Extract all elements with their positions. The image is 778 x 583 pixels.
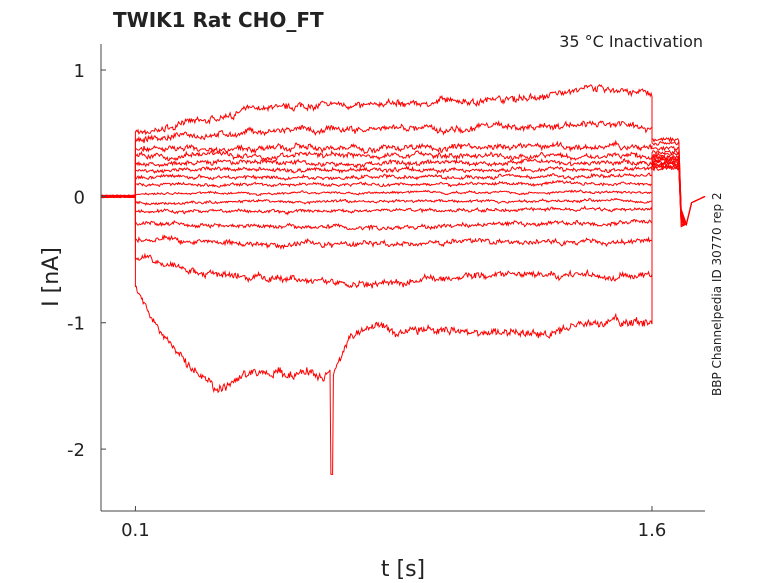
y-tick-label: -2 <box>67 440 85 461</box>
chart-subtitle: 35 °C Inactivation <box>559 32 703 51</box>
series-line-trace-13 <box>100 163 706 250</box>
series-line-trace-6 <box>100 154 706 226</box>
side-label: BBP Channelpedia ID 30770 rep 2 <box>710 192 724 396</box>
series-line-trace-3 <box>100 139 706 226</box>
series-line-trace-15 <box>100 165 706 475</box>
series-line-trace-14 <box>100 164 706 289</box>
series-line-trace-7 <box>100 155 706 226</box>
chart-title: TWIK1 Rat CHO_FT <box>113 8 324 32</box>
series-line-trace-1 <box>100 83 706 226</box>
y-axis-label: I [nA] <box>39 247 64 307</box>
y-tick-label: 1 <box>74 61 85 82</box>
series-line-trace-4 <box>100 149 706 226</box>
y-tick-label: 0 <box>74 187 85 208</box>
x-tick-label: 0.1 <box>121 520 150 541</box>
series-line-trace-10 <box>100 159 706 226</box>
x-axis-label: t [s] <box>381 557 425 582</box>
series-line-trace-9 <box>100 158 706 226</box>
series-line-trace-12 <box>100 161 706 232</box>
series-line-trace-11 <box>100 160 706 225</box>
series-line-trace-8 <box>100 157 706 226</box>
series-line-trace-5 <box>100 151 706 226</box>
x-tick-label: 1.6 <box>638 520 667 541</box>
y-tick-label: -1 <box>67 314 85 335</box>
series-line-trace-2 <box>100 120 706 226</box>
